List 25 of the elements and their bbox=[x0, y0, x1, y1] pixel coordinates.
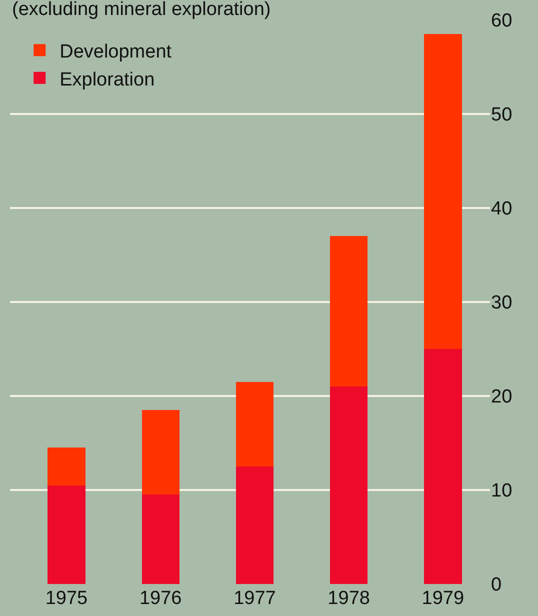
y-tick-label: 60 bbox=[491, 10, 512, 32]
bar bbox=[48, 485, 86, 584]
y-tick-label: 0 bbox=[491, 574, 502, 596]
bar bbox=[236, 382, 274, 466]
chart-subtitle: (excluding mineral exploration) bbox=[12, 0, 271, 20]
y-tick-label: 40 bbox=[491, 198, 512, 220]
bar bbox=[142, 410, 180, 495]
x-tick-label: 1978 bbox=[328, 588, 370, 609]
x-tick-label: 1977 bbox=[234, 588, 276, 609]
bar bbox=[236, 466, 274, 584]
y-tick-label: 20 bbox=[491, 386, 512, 408]
y-tick-label: 10 bbox=[491, 480, 512, 502]
x-tick-label: 1976 bbox=[139, 588, 182, 609]
bar bbox=[424, 349, 462, 584]
bar bbox=[142, 494, 180, 584]
bar bbox=[330, 236, 368, 387]
bar bbox=[424, 34, 462, 349]
bar bbox=[330, 386, 368, 584]
x-tick-label: 1975 bbox=[45, 588, 88, 609]
y-tick-label: 50 bbox=[491, 104, 512, 126]
bar bbox=[48, 448, 86, 486]
x-tick-label: 1979 bbox=[422, 588, 464, 609]
legend-label: Exploration bbox=[60, 69, 155, 90]
legend-label: Development bbox=[60, 42, 172, 63]
y-tick-label: 30 bbox=[491, 292, 512, 314]
